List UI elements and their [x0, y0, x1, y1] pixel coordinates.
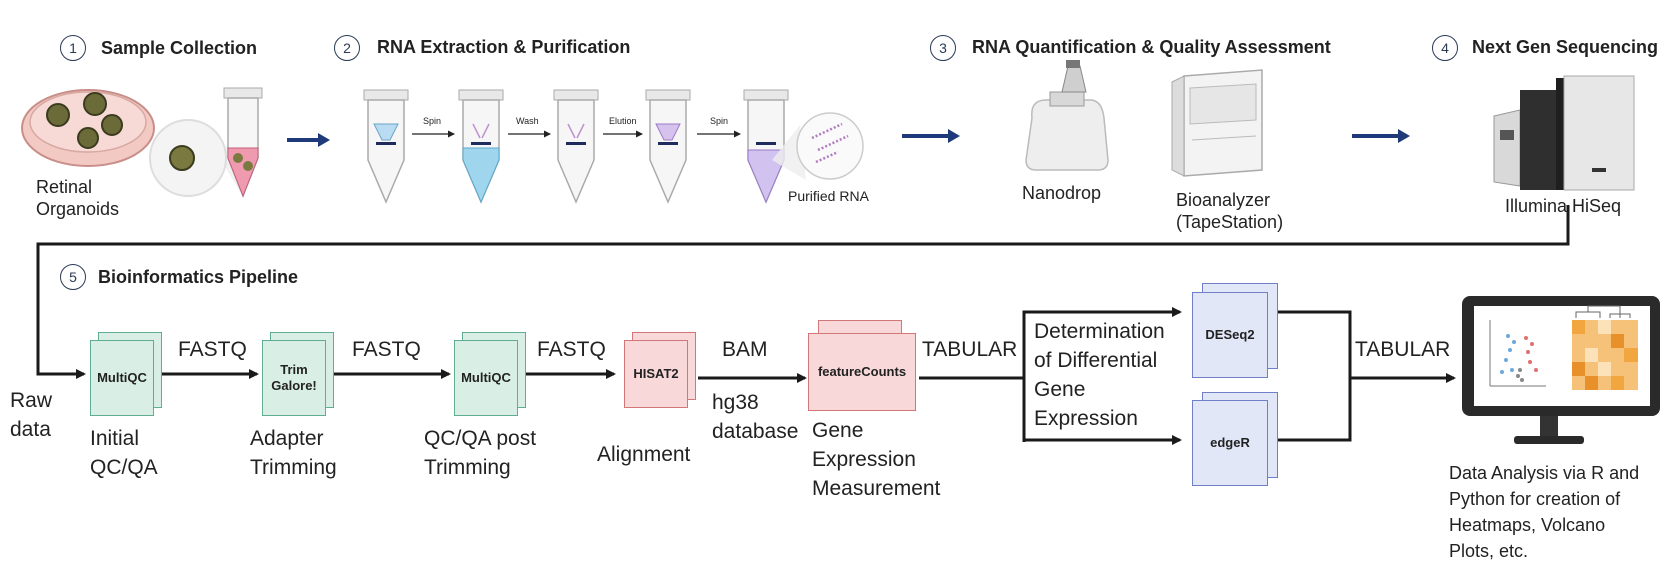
- bam-label: BAM: [722, 338, 768, 361]
- bioanalyzer-line2: (TapeStation): [1176, 212, 1284, 232]
- analysis-line1: Data Analysis via R and: [1449, 463, 1640, 483]
- adapter-line2: Trimming: [250, 456, 337, 479]
- edger-node: edgeR: [1192, 400, 1268, 486]
- dge-line4: Expression: [1034, 407, 1138, 430]
- gene-line2: Expression: [812, 448, 916, 471]
- dge-line3: Gene: [1034, 378, 1086, 401]
- analysis-line3: Heatmaps, Volcano: [1449, 515, 1606, 535]
- multiqc-2-node: MultiQC: [454, 340, 518, 416]
- raw-data-line2: data: [10, 418, 51, 441]
- adapter-trimming-caption: Adapter Trimming: [250, 424, 337, 482]
- step-1-title: Sample Collection: [101, 38, 258, 58]
- step-5-badge: 5: [60, 264, 86, 290]
- multiqc-1-node: MultiQC: [90, 340, 154, 416]
- trim-galore-node: Trim Galore!: [262, 340, 326, 416]
- elution-label: Elution: [609, 116, 637, 126]
- fastq-label-2: FASTQ: [352, 338, 421, 361]
- adapter-line1: Adapter: [250, 427, 324, 450]
- initial-line1: Initial: [90, 427, 140, 450]
- qcpost-line1: QC/QA post: [424, 427, 537, 450]
- data-analysis-caption: Data Analysis via R and Python for creat…: [1449, 460, 1639, 564]
- gene-line1: Gene: [812, 419, 864, 442]
- hg38-line2: database: [712, 420, 799, 443]
- extraction-tubes-icon: [363, 89, 789, 204]
- trim-line1: Trim: [280, 362, 308, 377]
- retinal-organoids-label: Retinal Organoids: [36, 176, 119, 220]
- purified-rna-label: Purified RNA: [788, 188, 869, 204]
- nanodrop-icon: [1025, 60, 1109, 171]
- dge-caption: Determination of Differential Gene Expre…: [1034, 317, 1165, 433]
- raw-data-line1: Raw: [10, 389, 53, 412]
- nanodrop-label: Nanodrop: [1022, 183, 1102, 203]
- bioanalyzer-label: Bioanalyzer (TapeStation): [1176, 189, 1283, 233]
- sample-tube-icon: [223, 87, 263, 199]
- analysis-line2: Python for creation of: [1449, 489, 1621, 509]
- raw-data-label: Raw data: [10, 386, 52, 444]
- analysis-line4: Plots, etc.: [1449, 541, 1529, 561]
- alignment-caption: Alignment: [597, 443, 691, 466]
- arrow-to-deseq2: [1022, 307, 1182, 442]
- organoid-zoom-icon: [149, 119, 240, 197]
- connector-arrow: [36, 205, 1570, 379]
- step-4-badge: 4: [1432, 35, 1458, 61]
- qcpost-line2: Trimming: [424, 456, 511, 479]
- wash-label: Wash: [516, 116, 539, 126]
- dge-line1: Determination: [1034, 320, 1165, 343]
- spin-label: Spin: [423, 116, 442, 126]
- fastq-label-1: FASTQ: [178, 338, 247, 361]
- heatmap-icon: [1572, 305, 1638, 390]
- deseq2-node: DESeq2: [1192, 292, 1268, 378]
- step-2-title: RNA Extraction & Purification: [377, 37, 631, 57]
- step-3-title: RNA Quantification & Quality Assessment: [972, 37, 1331, 57]
- rna-zoom-icon: [772, 112, 864, 180]
- step-1-badge: 1: [60, 35, 86, 61]
- illumina-label: Illumina HiSeq: [1505, 196, 1622, 216]
- dge-line2: of Differential: [1034, 349, 1158, 372]
- fastq-label-3: FASTQ: [537, 338, 606, 361]
- bioanalyzer-icon: [1171, 69, 1263, 177]
- qcqa-post-caption: QC/QA post Trimming: [424, 424, 536, 482]
- trim-line2: Galore!: [271, 378, 317, 393]
- tabular-label-1: TABULAR: [922, 338, 1018, 361]
- bioanalyzer-line1: Bioanalyzer: [1176, 190, 1271, 210]
- merge-bracket: [1277, 310, 1352, 442]
- step-3-badge: 3: [930, 35, 956, 61]
- step-5-title: Bioinformatics Pipeline: [98, 267, 299, 287]
- gene-line3: Measurement: [812, 477, 941, 500]
- initial-line2: QC/QA: [90, 456, 158, 479]
- initial-qcqa-caption: Initial QC/QA: [90, 424, 158, 482]
- retinal-organoids-line1: Retinal: [36, 177, 93, 197]
- spin-label-2: Spin: [710, 116, 729, 126]
- step-2-badge: 2: [334, 35, 360, 61]
- featurecounts-node: featureCounts: [808, 333, 916, 411]
- hg38-line1: hg38: [712, 391, 759, 414]
- sequencer-icon: [1493, 75, 1635, 191]
- volcano-plot-icon: [1489, 320, 1546, 387]
- hg38-caption: hg38 database: [712, 388, 798, 446]
- petri-dish-icon: [21, 89, 155, 167]
- step-4-title: Next Gen Sequencing: [1472, 37, 1659, 57]
- gene-expression-caption: Gene Expression Measurement: [812, 416, 940, 503]
- hisat2-node: HISAT2: [624, 340, 688, 408]
- retinal-organoids-line2: Organoids: [36, 199, 120, 219]
- tabular-label-2: TABULAR: [1355, 338, 1451, 361]
